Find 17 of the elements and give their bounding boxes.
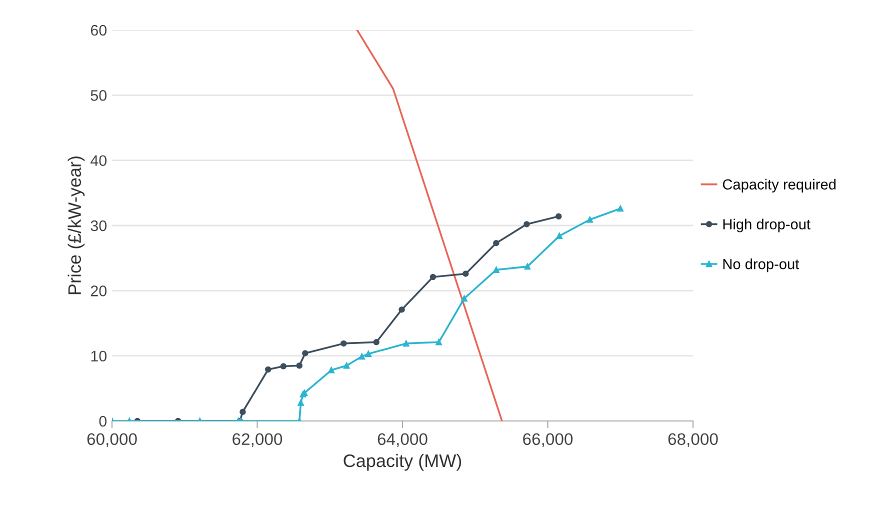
y-tick-label: 30	[90, 220, 107, 232]
y-tick-label: 10	[91, 350, 107, 362]
y-tick-label: 20	[90, 286, 107, 296]
y-tick-label: 50	[90, 90, 107, 101]
x-tick-label: 64,000	[378, 433, 428, 448]
x-axis-title: Capacity (MW)	[344, 454, 462, 471]
y-tick-label: 0	[99, 416, 107, 427]
y-tick-label: 60	[90, 24, 107, 36]
x-tick-label: 66,000	[523, 433, 573, 448]
legend-label: No drop-out	[723, 258, 800, 272]
x-tick-label: 62,000	[232, 433, 282, 448]
y-axis-title: Price (£/kW-year)	[68, 156, 85, 294]
x-tick-label: 68,000	[668, 433, 718, 448]
x-tick-label: 60,000	[87, 433, 137, 448]
y-tick-label: 40	[90, 155, 107, 166]
legend-label: Capacity required	[722, 178, 836, 192]
legend-label: High drop-out	[723, 218, 810, 232]
